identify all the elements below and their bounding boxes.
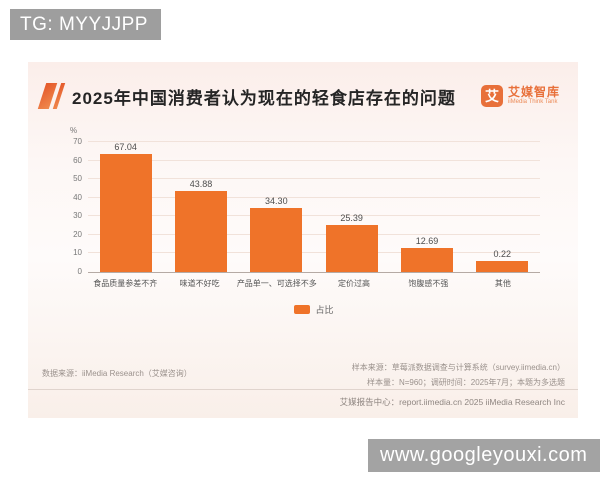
sample-source-note: 样本来源：草莓派数据调查与计算系统（survey.iimedia.cn） 样本量… (352, 360, 565, 390)
legend-label: 占比 (315, 305, 334, 315)
bar (174, 190, 227, 272)
bar-chart: % 0 10 20 30 40 50 60 70 67.04 43.88 34.30 25.39 12… (70, 126, 540, 316)
iimedia-logo: 艾 艾媒智库 iiMedia Think Tank (480, 85, 560, 107)
y-tick-label: 0 (77, 267, 82, 276)
category-label: 饱腹感不强 (408, 279, 449, 288)
y-tick-label: 60 (73, 155, 82, 165)
gridline (88, 196, 540, 198)
bar-value-label: 25.39 (340, 212, 363, 223)
bar-column: 43.88 (163, 142, 238, 272)
chart-plot-area: 0 10 20 30 40 50 60 70 67.04 43.88 34.30 25.39 12.6… (73, 137, 540, 276)
y-tick-label: 30 (73, 211, 82, 221)
bar-value-label: 43.88 (189, 178, 213, 189)
bar-column: 25.39 (314, 142, 389, 272)
website-watermark-badge: www.googleyouxi.com (368, 439, 600, 472)
bar-value-label: 12.69 (415, 236, 439, 247)
sample-info-line: 样本量：N=960；调研时间：2025年7月；本题为多选题 (366, 378, 565, 388)
category-label: 产品单一、可选择不多 (236, 279, 317, 288)
category-label: 味道不好吃 (179, 279, 220, 288)
bar-column: 0.22 (465, 142, 540, 272)
iimedia-logo-name: 艾媒智库 (507, 85, 560, 100)
bar-column: 34.30 (239, 142, 314, 272)
legend-swatch (294, 305, 311, 314)
telegram-watermark-badge: TG: MYYJJPP (10, 9, 161, 40)
x-axis-category-labels: 食品质量参差不齐 味道不好吃 产品单一、可选择不多 定价过高 饱腹感不强 其他 (88, 278, 540, 289)
bar (325, 224, 378, 272)
report-card: 2025年中国消费者认为现在的轻食店存在的问题 艾 艾媒智库 iiMedia T… (28, 62, 578, 418)
category-label: 食品质量参差不齐 (93, 279, 158, 288)
bar-column: 67.04 (88, 142, 163, 272)
bar-value-label: 67.04 (114, 142, 137, 152)
bar (476, 261, 529, 272)
y-axis-unit-label: % (70, 126, 78, 135)
category-label: 定价过高 (338, 279, 371, 288)
gridline (88, 141, 540, 142)
y-tick-label: 40 (73, 192, 82, 202)
website-watermark-text: www.googleyouxi.com (380, 444, 588, 466)
footer-divider (28, 389, 578, 390)
telegram-watermark-text: TG: MYYJJPP (20, 13, 148, 35)
iimedia-logo-icon: 艾 (480, 85, 503, 107)
chart-legend: 占比 (88, 303, 540, 316)
data-source-note: 数据来源：iiMedia Research（艾媒咨询） (42, 369, 192, 378)
bar (250, 208, 303, 272)
gridline (88, 233, 540, 235)
bar (99, 154, 152, 272)
report-header: 2025年中国消费者认为现在的轻食店存在的问题 艾 艾媒智库 iiMedia T… (28, 62, 578, 116)
iimedia-logo-subtitle: iiMedia Think Tank (507, 99, 558, 106)
category-label: 其他 (494, 279, 511, 288)
bar (400, 248, 453, 272)
y-tick-label: 10 (73, 248, 82, 258)
y-tick-label: 20 (73, 229, 82, 239)
title-slash-icon (36, 82, 66, 110)
bar-value-label: 34.30 (265, 196, 288, 207)
gridline (88, 215, 540, 217)
bar-value-label: 0.22 (493, 249, 512, 259)
y-tick-label: 70 (73, 137, 82, 146)
bar-series: 67.04 43.88 34.30 25.39 12.69 0.22 (88, 142, 540, 272)
page-title: 2025年中国消费者认为现在的轻食店存在的问题 (72, 88, 456, 108)
gridline (88, 159, 540, 161)
y-tick-label: 50 (73, 174, 82, 184)
gridline (88, 252, 540, 254)
report-center-note: 艾媒报告中心：report.iimedia.cn 2025 iiMedia Re… (339, 397, 565, 407)
sample-source-line: 样本来源：草莓派数据调查与计算系统（survey.iimedia.cn） (351, 363, 565, 372)
gridline (88, 178, 540, 180)
bar-column: 12.69 (389, 142, 464, 272)
